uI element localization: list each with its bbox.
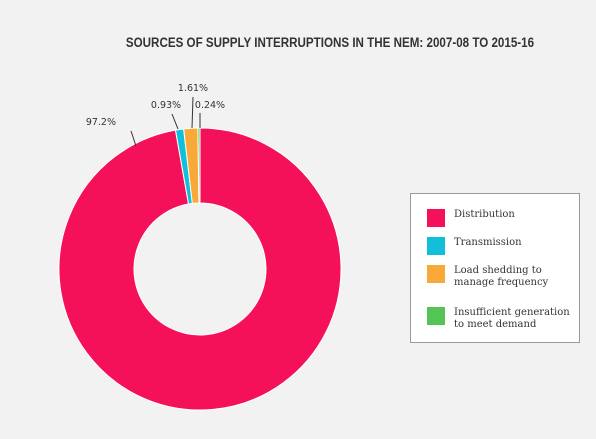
value-label: 0.93% (151, 100, 181, 111)
legend-swatch (427, 265, 445, 283)
chart-legend: Distribution Transmission Load shedding to… (410, 193, 580, 343)
legend-label: Distribution (454, 209, 515, 220)
leader-line (171, 113, 179, 130)
legend-label: Load shedding to manage frequency (454, 265, 549, 288)
leader-line (130, 130, 137, 147)
value-label: 0.24% (195, 100, 225, 111)
legend-label: Transmission (454, 237, 522, 248)
leader-line (191, 96, 194, 129)
value-label: 1.61% (178, 83, 208, 94)
legend-label: Insufficient generation to meet demand (454, 307, 570, 330)
slice-insufficient-generation-to-meet-demand (197, 127, 201, 204)
chart-title: SOURCES OF SUPPLY INTERRUPTIONS IN THE N… (125, 35, 535, 50)
slice-distribution (58, 127, 342, 411)
legend-swatch (427, 307, 445, 325)
legend-swatch (427, 237, 445, 255)
value-label: 97.2% (86, 117, 116, 128)
legend-swatch (427, 209, 445, 227)
